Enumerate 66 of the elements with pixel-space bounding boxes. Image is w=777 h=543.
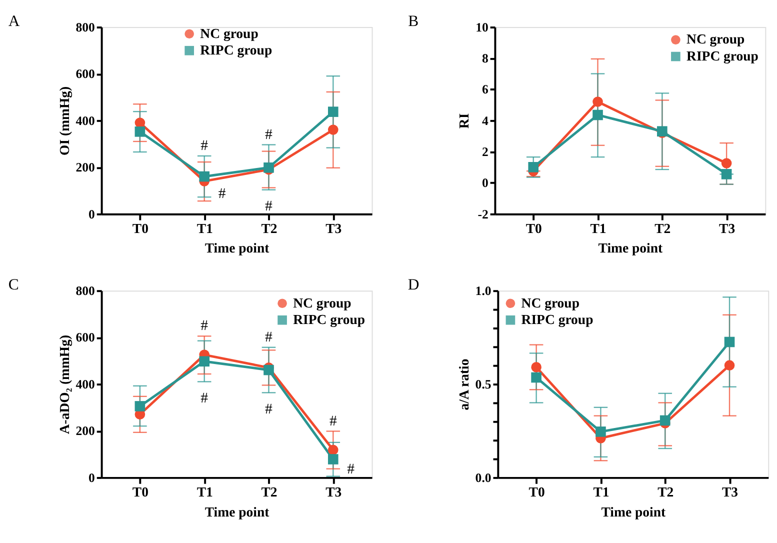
y-tick-label: 8 [482, 52, 488, 66]
x-tick-label: T2 [261, 484, 278, 500]
legend-label: NC group [293, 295, 352, 312]
legend-label: NC group [200, 26, 259, 42]
y-axis-title: A-aDO₂ (mmHg) [56, 334, 73, 434]
x-tick-label: T1 [196, 484, 213, 500]
annotation: # [200, 318, 209, 334]
y-tick-label: 10 [476, 20, 488, 34]
annotation: # [200, 390, 209, 406]
y-tick-label: 800 [76, 20, 95, 34]
x-tick-label: T3 [722, 484, 738, 500]
y-tick-label: 600 [76, 330, 95, 345]
y-axis-title: RI [456, 113, 472, 129]
y-axis-title: OI (mmHg) [56, 86, 73, 156]
annotation: # [218, 186, 226, 202]
y-tick-label: 600 [76, 67, 95, 82]
y-tick-label: 6 [482, 82, 489, 97]
chart-title: C [8, 276, 19, 294]
y-axis-title: a/A ratio [456, 358, 472, 410]
x-tick-label: T0 [132, 484, 149, 500]
annotation: # [200, 138, 209, 154]
y-tick-label: 1.0 [475, 284, 492, 298]
y-tick-label: 0 [482, 176, 488, 190]
y-tick-label: 200 [76, 160, 95, 175]
legend-label: RIPC group [686, 48, 759, 64]
x-tick-label: T2 [658, 484, 674, 500]
y-tick-label: 0.5 [475, 377, 492, 392]
y-tick-label: 2 [482, 145, 488, 160]
y-tick-label: -2 [478, 207, 488, 222]
x-tick-label: T0 [132, 221, 149, 236]
y-tick-label: 4 [482, 114, 489, 128]
annotation: # [265, 126, 274, 143]
legend-label: NC group [686, 32, 746, 48]
x-axis-title: Time point [204, 240, 270, 256]
annotation: # [265, 198, 274, 214]
x-tick-label: T2 [654, 221, 671, 236]
x-tick-label: T3 [719, 221, 736, 236]
chart-title: D [408, 276, 420, 294]
y-tick-label: 0.0 [475, 470, 492, 485]
x-tick-label: T1 [590, 221, 606, 236]
x-tick-label: T1 [196, 221, 213, 236]
x-axis-title: Time point [601, 504, 666, 520]
legend-label: RIPC group [521, 312, 594, 328]
y-tick-label: 0 [88, 470, 95, 485]
y-tick-label: 400 [76, 114, 95, 128]
y-tick-label: 400 [76, 377, 95, 392]
chart-title: B [408, 13, 419, 30]
x-tick-label: T3 [326, 221, 342, 236]
legend-label: NC group [521, 295, 580, 312]
x-tick-label: T1 [593, 484, 610, 500]
y-tick-label: 0 [88, 207, 95, 222]
legend-label: RIPC group [293, 312, 366, 328]
x-tick-label: T0 [528, 484, 545, 500]
x-tick-label: T3 [326, 484, 342, 500]
annotation: # [265, 329, 274, 346]
y-tick-label: 800 [76, 284, 95, 298]
legend-label: RIPC group [200, 42, 272, 59]
x-tick-label: T0 [526, 221, 542, 236]
x-tick-label: T2 [261, 221, 278, 236]
annotation: # [265, 401, 274, 418]
y-tick-label: 200 [76, 424, 95, 438]
x-axis-title: Time point [598, 240, 664, 256]
annotation: # [329, 413, 338, 430]
chart-title: A [8, 13, 20, 30]
annotation: # [347, 461, 356, 478]
x-axis-title: Time point [204, 504, 270, 520]
